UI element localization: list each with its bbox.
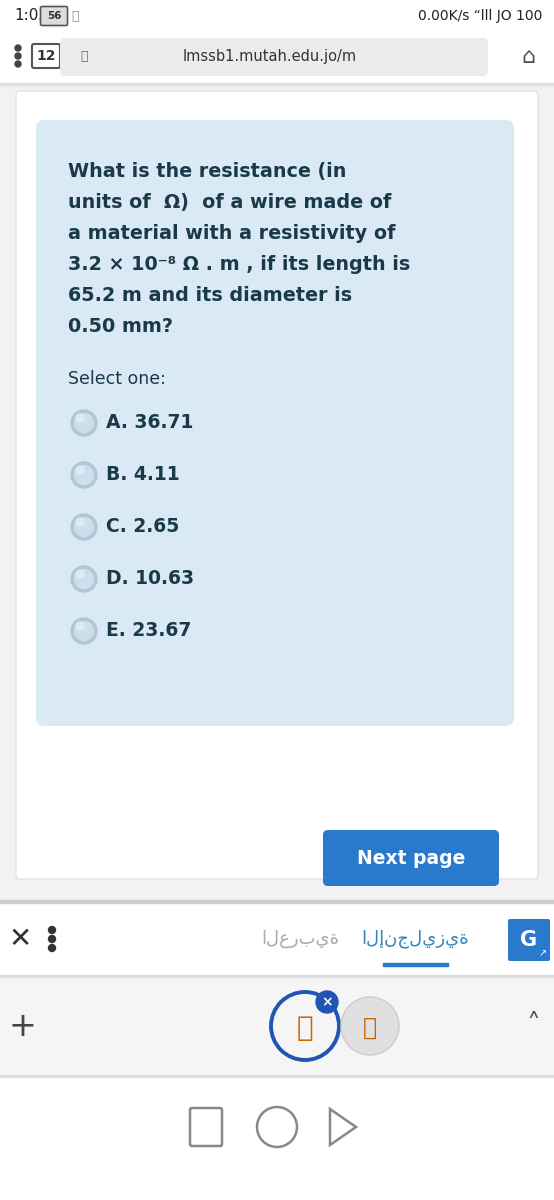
Text: الإنجليزية: الإنجليزية	[361, 930, 469, 948]
Circle shape	[49, 936, 55, 942]
Circle shape	[74, 570, 94, 588]
Bar	[0, 1078, 554, 1200]
Text: ⌂: ⌂	[521, 47, 535, 67]
Text: 3.2 × 10⁻⁸ Ω . m , if its length is: 3.2 × 10⁻⁸ Ω . m , if its length is	[68, 254, 411, 274]
Bar	[383, 962, 448, 966]
Circle shape	[74, 466, 94, 485]
Circle shape	[71, 514, 97, 540]
Circle shape	[76, 622, 84, 630]
Text: 56: 56	[47, 11, 61, 20]
Text: +: +	[8, 1009, 36, 1043]
Bar	[0, 0, 554, 32]
Text: E. 23.67: E. 23.67	[106, 622, 191, 641]
Text: C. 2.65: C. 2.65	[106, 517, 179, 536]
Circle shape	[74, 517, 94, 536]
Circle shape	[76, 466, 84, 474]
Circle shape	[49, 944, 55, 952]
Circle shape	[71, 618, 97, 644]
Circle shape	[74, 622, 94, 641]
Text: ⓜ: ⓜ	[363, 1016, 377, 1040]
Bar	[0, 902, 554, 974]
Text: 65.2 m and its diameter is: 65.2 m and its diameter is	[68, 286, 352, 305]
Bar	[0, 84, 554, 904]
Text: lmssb1.mutah.edu.jo/m: lmssb1.mutah.edu.jo/m	[183, 49, 357, 65]
Text: 0.50 mm?: 0.50 mm?	[68, 317, 173, 336]
FancyBboxPatch shape	[508, 919, 550, 961]
FancyBboxPatch shape	[60, 38, 488, 76]
Bar	[0, 32, 554, 84]
Text: ⓜ: ⓜ	[297, 1014, 314, 1042]
Text: 🔒: 🔒	[80, 50, 88, 64]
Text: ↗: ↗	[539, 948, 547, 958]
FancyBboxPatch shape	[323, 830, 499, 886]
Bar	[0, 1075, 554, 1076]
Text: 1:03: 1:03	[14, 8, 48, 24]
Text: ˄: ˄	[526, 1012, 540, 1040]
Text: What is the resistance (in: What is the resistance (in	[68, 162, 346, 181]
FancyBboxPatch shape	[40, 6, 68, 25]
Text: A. 36.71: A. 36.71	[106, 414, 193, 432]
Bar	[0, 83, 554, 84]
Circle shape	[15, 61, 21, 67]
FancyBboxPatch shape	[16, 91, 538, 878]
Text: B. 4.11: B. 4.11	[106, 466, 179, 485]
Circle shape	[71, 462, 97, 488]
Text: 0.00K/s “lll JO 100: 0.00K/s “lll JO 100	[418, 8, 542, 23]
Circle shape	[76, 518, 84, 526]
Bar	[0, 976, 554, 1076]
Bar	[0, 900, 554, 902]
Text: Select one:: Select one:	[68, 370, 166, 388]
Circle shape	[74, 414, 94, 432]
Text: G: G	[520, 930, 537, 950]
Circle shape	[71, 566, 97, 592]
Text: units of  Ω)  of a wire made of: units of Ω) of a wire made of	[68, 193, 391, 212]
Text: ✕: ✕	[8, 925, 32, 953]
Circle shape	[76, 414, 84, 422]
Text: العربية: العربية	[261, 930, 339, 948]
Text: ×: ×	[321, 995, 333, 1009]
Circle shape	[49, 926, 55, 934]
Text: a material with a resistivity of: a material with a resistivity of	[68, 224, 396, 242]
Circle shape	[15, 53, 21, 59]
Circle shape	[341, 997, 399, 1055]
FancyBboxPatch shape	[36, 120, 514, 726]
Text: 12: 12	[36, 49, 56, 62]
Circle shape	[15, 44, 21, 50]
Text: D. 10.63: D. 10.63	[106, 570, 194, 588]
Circle shape	[71, 410, 97, 436]
Bar	[0, 974, 554, 977]
Text: Next page: Next page	[357, 848, 465, 868]
Circle shape	[316, 991, 338, 1013]
Text: 🔕: 🔕	[71, 10, 79, 23]
FancyBboxPatch shape	[32, 44, 60, 68]
Circle shape	[76, 570, 84, 578]
